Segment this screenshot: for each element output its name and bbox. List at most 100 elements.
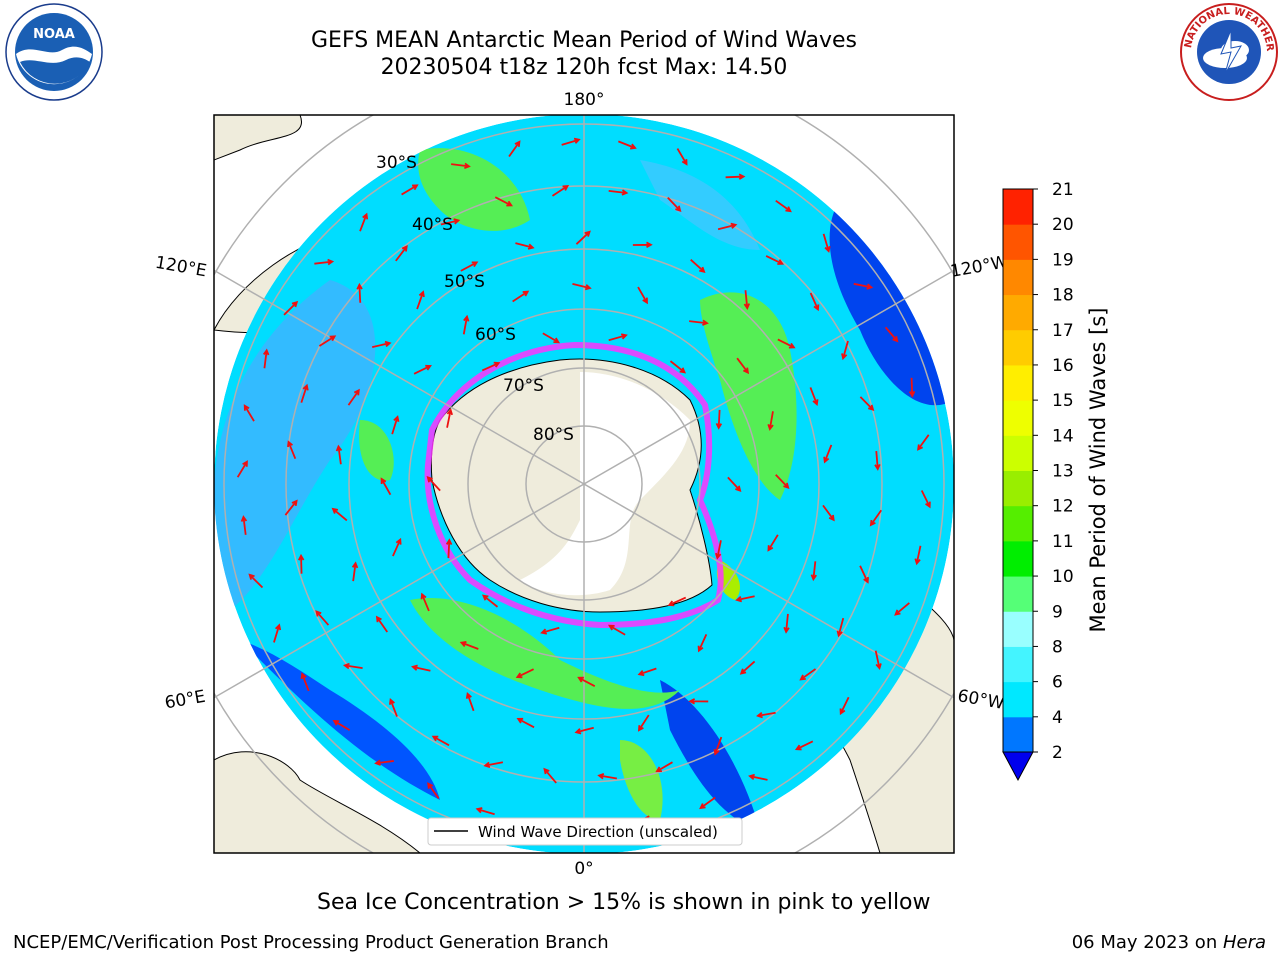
wind-wave-arrow bbox=[574, 726, 594, 735]
wind-wave-arrow bbox=[748, 773, 768, 781]
wind-wave-arrow bbox=[884, 326, 899, 343]
colorbar: 2 4 6 8 9 10 11 12 13 14 15 16 17 18 19 20 21 bbox=[1002, 180, 1074, 782]
wind-wave-arrow bbox=[917, 434, 930, 451]
parallel-label-80s: 80°S bbox=[533, 425, 574, 445]
wind-wave-arrow bbox=[767, 411, 774, 431]
wind-wave-arrow bbox=[347, 388, 360, 406]
colorbar-tick-label: 12 bbox=[1052, 497, 1074, 517]
wind-wave-arrow bbox=[794, 740, 814, 751]
colorbar-tick-label: 6 bbox=[1052, 673, 1063, 693]
legend: Wind Wave Direction (unscaled) bbox=[427, 817, 743, 846]
colorbar-tick-label: 11 bbox=[1052, 532, 1074, 552]
wind-wave-arrow bbox=[767, 534, 779, 552]
colorbar-segment bbox=[1003, 224, 1033, 260]
wind-wave-arrow bbox=[575, 230, 591, 245]
colorbar-segment bbox=[1003, 681, 1033, 718]
wind-wave-arrow bbox=[859, 565, 869, 584]
wind-wave-arrow bbox=[775, 474, 790, 490]
wind-wave-arrow bbox=[462, 314, 470, 335]
colorbar-tick-label: 13 bbox=[1052, 462, 1074, 482]
wind-wave-arrow bbox=[618, 140, 637, 150]
wind-wave-arrow bbox=[440, 218, 461, 226]
wind-wave-arrow bbox=[392, 537, 402, 557]
colorbar-tick-label: 10 bbox=[1052, 567, 1074, 587]
wind-wave-arrow bbox=[920, 490, 931, 509]
map-frame bbox=[213, 114, 955, 854]
footer-credit: NCEP/EMC/Verification Post Processing Pr… bbox=[13, 932, 609, 953]
meridian-label-180: 180° bbox=[564, 90, 605, 110]
wind-wave-arrow bbox=[836, 617, 845, 638]
wind-wave-arrow bbox=[460, 261, 479, 272]
wind-wave-arrow bbox=[515, 242, 535, 250]
wind-wave-arrow bbox=[735, 595, 755, 603]
wind-wave-arrow bbox=[809, 292, 820, 312]
wind-wave-arrow bbox=[688, 698, 709, 705]
colorbar-tick-label: 17 bbox=[1052, 321, 1074, 341]
wind-wave-arrow bbox=[391, 415, 400, 435]
wind-wave-arrow bbox=[725, 173, 746, 180]
wind-wave-arrow bbox=[809, 387, 819, 406]
wind-wave-arrow bbox=[690, 259, 706, 273]
colorbar-tick-label: 14 bbox=[1052, 426, 1074, 446]
colorbar-tick-label: 8 bbox=[1052, 637, 1063, 657]
meridian-label-60e: 60°E bbox=[163, 687, 207, 714]
colorbar-segment bbox=[1003, 364, 1033, 401]
wind-wave-arrow bbox=[243, 404, 255, 422]
sea-ice-caption: Sea Ice Concentration > 15% is shown in … bbox=[317, 890, 931, 915]
wind-wave-arrow bbox=[715, 409, 723, 430]
wind-wave-arrow bbox=[540, 626, 560, 635]
colorbar-tick-label: 2 bbox=[1052, 743, 1063, 763]
wind-wave-arrow bbox=[637, 714, 650, 732]
meridian-label-120w: 120°W bbox=[949, 252, 1010, 282]
colorbar-tick-label: 16 bbox=[1052, 356, 1074, 376]
wind-wave-arrow bbox=[667, 596, 687, 607]
wind-wave-arrow bbox=[483, 761, 504, 768]
meridian-label-60w: 60°W bbox=[956, 686, 1006, 714]
colorbar-segment bbox=[1003, 540, 1033, 577]
wind-wave-arrow bbox=[465, 692, 475, 712]
meridian-label-120e: 120°E bbox=[154, 253, 208, 282]
wind-wave-arrow bbox=[359, 212, 369, 232]
wind-wave-arrow bbox=[577, 676, 596, 687]
map-subtitle: 20230504 t18z 120h fcst Max: 14.50 bbox=[380, 55, 788, 80]
wind-wave-arrow bbox=[756, 711, 776, 719]
colorbar-segment bbox=[1003, 505, 1033, 542]
wind-wave-arrow bbox=[380, 477, 392, 496]
wind-wave-arrow bbox=[401, 184, 419, 196]
wind-wave-arrow bbox=[287, 440, 297, 460]
wind-wave-arrow bbox=[411, 664, 431, 672]
wind-wave-arrow bbox=[743, 290, 751, 311]
wind-wave-arrow bbox=[841, 340, 849, 361]
wind-wave-arrow bbox=[263, 348, 270, 369]
wind-wave-arrow bbox=[783, 613, 790, 634]
legend-label: Wind Wave Direction (unscaled) bbox=[478, 823, 718, 841]
wind-wave-arrow bbox=[451, 162, 471, 170]
wind-wave-arrow bbox=[388, 698, 398, 717]
colorbar-segment bbox=[1003, 329, 1033, 366]
footer-machine: Hera bbox=[1222, 932, 1266, 953]
colorbar-segment bbox=[1003, 400, 1033, 436]
wind-wave-arrow bbox=[699, 796, 716, 810]
wind-wave-arrow bbox=[810, 561, 817, 582]
wind-wave-arrow bbox=[248, 573, 264, 589]
wind-wave-arrow bbox=[914, 545, 922, 566]
wind-wave-arrow bbox=[356, 282, 363, 303]
wind-wave-arrow bbox=[697, 633, 708, 653]
wind-wave-arrow bbox=[512, 290, 530, 303]
wind-wave-arrow bbox=[240, 515, 248, 535]
wind-wave-arrow bbox=[874, 450, 881, 471]
parallel-label-30s: 30°S bbox=[376, 153, 417, 173]
wind-wave-arrow bbox=[300, 383, 309, 403]
footer-date: 06 May 2023 on Hera bbox=[1072, 932, 1266, 953]
wind-wave-arrow bbox=[874, 650, 882, 671]
wind-wave-arrow bbox=[446, 408, 453, 428]
colorbar-tick-label: 19 bbox=[1052, 250, 1074, 270]
parallel-label-70s: 70°S bbox=[503, 376, 544, 396]
wind-wave-arrow bbox=[608, 189, 629, 196]
wind-wave-arrow bbox=[736, 357, 750, 375]
colorbar-tick-label: 4 bbox=[1052, 708, 1063, 728]
wind-wave-arrow bbox=[713, 736, 723, 756]
wind-wave-arrow bbox=[413, 364, 432, 375]
wind-wave-arrow bbox=[374, 759, 394, 766]
